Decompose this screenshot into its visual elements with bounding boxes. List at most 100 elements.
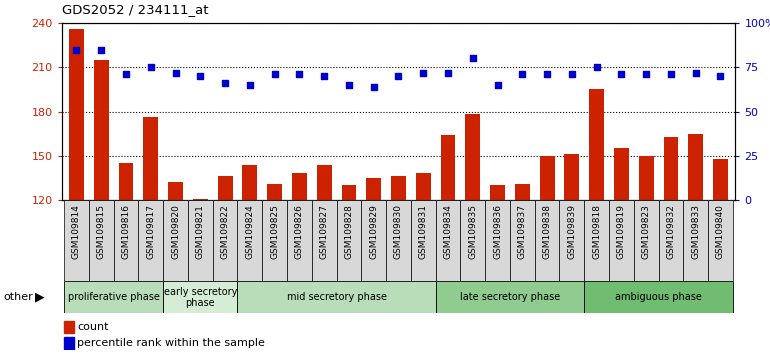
Bar (683, 200, 708, 281)
Bar (119, 163, 133, 354)
Bar (713, 159, 728, 354)
Text: GDS2052 / 234111_at: GDS2052 / 234111_at (62, 3, 208, 16)
Text: GSM109817: GSM109817 (146, 204, 156, 259)
Text: GSM109822: GSM109822 (220, 204, 229, 259)
Point (243, 82, 256, 88)
Bar (440, 135, 455, 354)
Text: GSM109824: GSM109824 (246, 204, 254, 259)
Point (367, 84, 380, 90)
Text: GSM109828: GSM109828 (344, 204, 353, 259)
Point (442, 70, 454, 75)
Bar (64, 200, 89, 281)
Bar (584, 281, 733, 313)
Point (70, 47, 82, 52)
Bar (89, 200, 114, 281)
Point (541, 72, 554, 77)
Text: GSM109825: GSM109825 (270, 204, 279, 259)
Text: mid secretory phase: mid secretory phase (286, 292, 387, 302)
Text: GSM109819: GSM109819 (617, 204, 626, 259)
Bar (386, 200, 411, 281)
Bar (540, 156, 554, 354)
Text: GSM109835: GSM109835 (468, 204, 477, 259)
Bar (188, 200, 213, 281)
Bar (287, 200, 312, 281)
Bar (237, 200, 263, 281)
Point (293, 72, 306, 77)
Point (219, 80, 231, 86)
Text: late secretory phase: late secretory phase (460, 292, 560, 302)
Point (665, 72, 677, 77)
Point (516, 72, 528, 77)
Bar (263, 200, 287, 281)
Bar (192, 199, 208, 354)
Point (417, 70, 430, 75)
Text: GSM109823: GSM109823 (641, 204, 651, 259)
Point (591, 64, 603, 70)
Bar (163, 200, 188, 281)
Bar (510, 200, 534, 281)
Bar (560, 200, 584, 281)
Bar (316, 165, 332, 354)
Bar (416, 173, 430, 354)
Text: GSM109836: GSM109836 (493, 204, 502, 259)
Point (615, 72, 628, 77)
Text: GSM109832: GSM109832 (667, 204, 675, 259)
Point (269, 72, 281, 77)
Text: GSM109821: GSM109821 (196, 204, 205, 259)
Text: GSM109816: GSM109816 (122, 204, 130, 259)
Point (392, 73, 405, 79)
Bar (485, 200, 510, 281)
Bar (367, 178, 381, 354)
Point (467, 56, 479, 61)
Text: GSM109839: GSM109839 (567, 204, 577, 259)
Text: GSM109834: GSM109834 (444, 204, 453, 259)
Bar (688, 133, 703, 354)
Text: early secretory
phase: early secretory phase (164, 286, 237, 308)
Bar (436, 200, 460, 281)
Text: GSM109830: GSM109830 (394, 204, 403, 259)
Text: other: other (4, 292, 34, 302)
Text: GSM109831: GSM109831 (419, 204, 428, 259)
Bar (94, 60, 109, 354)
Text: ▶: ▶ (35, 291, 45, 304)
Point (120, 72, 132, 77)
Bar (664, 137, 678, 354)
Bar (218, 176, 233, 354)
Bar (460, 200, 485, 281)
Bar (64, 337, 74, 349)
Text: GSM109820: GSM109820 (171, 204, 180, 259)
Text: GSM109833: GSM109833 (691, 204, 700, 259)
Bar (342, 185, 357, 354)
Bar (490, 185, 505, 354)
Text: GSM109826: GSM109826 (295, 204, 304, 259)
Point (566, 72, 578, 77)
Point (194, 73, 206, 79)
Text: count: count (77, 322, 109, 332)
Bar (139, 200, 163, 281)
Bar (589, 89, 604, 354)
Point (145, 64, 157, 70)
Bar (267, 184, 282, 354)
Bar (336, 200, 361, 281)
Bar (69, 29, 84, 354)
Bar (411, 200, 436, 281)
Bar (143, 118, 158, 354)
Bar (168, 182, 183, 354)
Bar (534, 200, 560, 281)
Bar (515, 184, 530, 354)
Point (318, 73, 330, 79)
Point (95, 47, 107, 52)
Text: GSM109814: GSM109814 (72, 204, 81, 259)
Bar (634, 200, 658, 281)
Bar (114, 200, 139, 281)
Bar (614, 148, 629, 354)
Bar (64, 321, 74, 333)
Point (491, 82, 504, 88)
Bar (213, 200, 237, 281)
Text: GSM109818: GSM109818 (592, 204, 601, 259)
Point (715, 73, 727, 79)
Text: GSM109837: GSM109837 (518, 204, 527, 259)
Bar (292, 173, 306, 354)
Text: GSM109815: GSM109815 (97, 204, 105, 259)
Point (640, 72, 652, 77)
